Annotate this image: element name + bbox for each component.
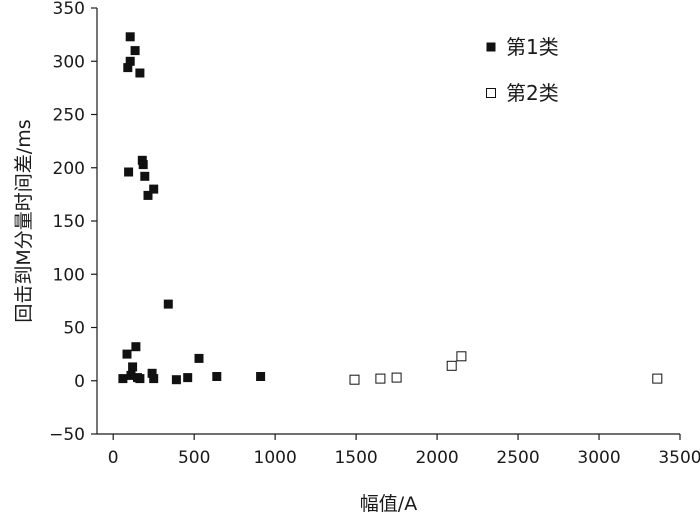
- point-class-1: [122, 349, 132, 359]
- legend-marker: [486, 88, 496, 98]
- point-class-1: [128, 362, 138, 372]
- point-class-1: [143, 190, 153, 200]
- point-class-1: [125, 56, 135, 66]
- point-class-1: [135, 374, 145, 384]
- x-tick-label: 3000: [577, 448, 620, 468]
- point-class-2: [391, 372, 402, 383]
- point-class-2: [375, 373, 386, 384]
- x-axis-title: 幅值/A: [360, 493, 417, 515]
- point-class-2: [446, 360, 457, 371]
- y-tick-label: 200: [53, 159, 85, 179]
- point-class-1: [131, 342, 141, 352]
- point-class-1: [194, 353, 204, 363]
- point-class-1: [125, 32, 135, 42]
- point-class-1: [135, 68, 145, 78]
- point-class-1: [163, 299, 173, 309]
- y-axis-ticks: −50 0 50 100 150 200 250 300 350: [49, 0, 97, 445]
- point-class-1: [256, 372, 266, 381]
- point-class-1: [126, 370, 136, 380]
- point-class-1: [149, 184, 159, 194]
- point-class-2: [349, 374, 360, 385]
- y-tick-label: 300: [53, 52, 85, 72]
- point-class-1: [124, 167, 134, 177]
- x-tick-label: 1000: [254, 448, 297, 468]
- axes: [96, 8, 680, 435]
- legend-marker: [486, 42, 496, 52]
- y-tick-label: 0: [74, 372, 85, 392]
- y-tick-label: −50: [49, 425, 85, 445]
- point-class-1: [130, 46, 140, 56]
- x-tick-label: 2500: [496, 448, 539, 468]
- y-tick-label: 250: [53, 106, 85, 126]
- point-class-1: [138, 160, 148, 170]
- legend-label: 第2类: [506, 81, 559, 105]
- legend-label: 第1类: [506, 35, 559, 59]
- point-class-1: [149, 374, 159, 384]
- x-tick-label: 500: [178, 448, 210, 468]
- x-tick-label: 3500: [658, 448, 700, 468]
- point-class-1: [123, 63, 133, 73]
- y-tick-label: 50: [63, 319, 85, 339]
- point-class-1: [183, 373, 193, 383]
- y-tick-label: 350: [53, 0, 85, 19]
- point-class-1: [171, 375, 181, 385]
- x-axis-ticks: 0 500 1000 1500 2000 2500 3000 3500: [108, 434, 700, 468]
- point-class-2: [652, 373, 663, 384]
- y-axis-title: 回击到M分量时间差/ms: [13, 119, 35, 322]
- x-tick-label: 0: [108, 448, 119, 468]
- point-class-2: [456, 351, 467, 362]
- point-class-1: [140, 171, 150, 181]
- y-tick-label: 150: [53, 212, 85, 232]
- data-points: [118, 32, 663, 385]
- point-class-1: [118, 374, 128, 384]
- x-tick-label: 2000: [415, 448, 458, 468]
- point-class-1: [147, 368, 157, 378]
- x-tick-label: 1500: [334, 448, 377, 468]
- y-tick-label: 100: [53, 265, 85, 285]
- point-class-1: [212, 372, 222, 381]
